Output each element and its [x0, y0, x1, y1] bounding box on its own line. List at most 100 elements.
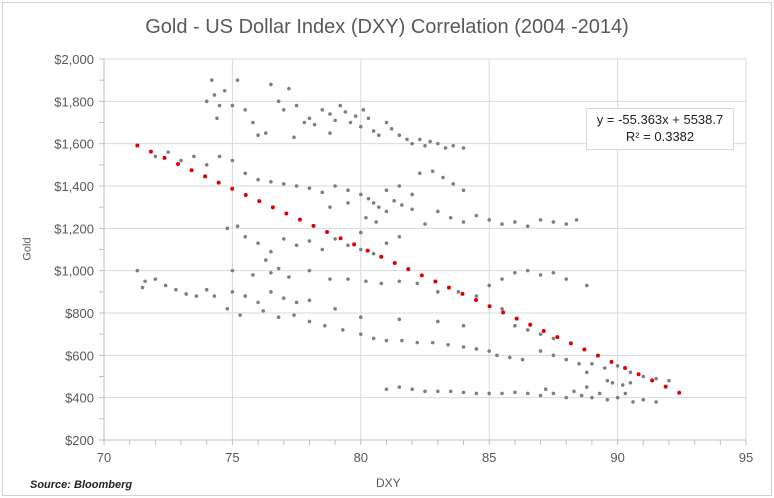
trendline-dot	[365, 248, 370, 253]
data-point	[359, 332, 363, 336]
data-point	[615, 395, 620, 400]
data-point	[364, 215, 368, 220]
data-point	[212, 294, 217, 298]
data-point	[461, 188, 466, 193]
data-point	[235, 224, 240, 229]
data-point	[384, 338, 389, 343]
data-point	[605, 378, 610, 383]
data-point	[287, 275, 291, 279]
trendline-dot	[325, 230, 330, 235]
data-point	[430, 340, 435, 345]
data-point	[294, 103, 299, 108]
y-tick-label: $2,000	[54, 52, 94, 67]
y-tick-label: $600	[65, 348, 94, 363]
data-point	[436, 389, 440, 394]
data-point	[376, 133, 381, 137]
data-point	[487, 218, 492, 222]
data-point	[415, 340, 420, 345]
data-point	[263, 131, 268, 135]
data-point	[371, 251, 376, 256]
data-point	[225, 226, 230, 231]
y-tick-label: $200	[65, 433, 94, 448]
trendline-dot	[419, 273, 424, 278]
trendline-dot	[528, 322, 533, 327]
data-point	[384, 387, 389, 392]
data-point	[584, 385, 589, 389]
trendline-dot	[257, 199, 262, 204]
data-point	[153, 277, 158, 281]
data-point	[294, 300, 299, 305]
data-point	[359, 230, 363, 235]
data-point	[204, 163, 209, 167]
data-point	[513, 323, 517, 328]
x-axis-label: DXY	[376, 476, 401, 490]
data-point	[333, 118, 337, 123]
data-point	[204, 287, 209, 292]
data-point	[287, 86, 291, 91]
data-point	[474, 213, 479, 218]
data-point	[343, 110, 348, 114]
y-tick-label: $400	[65, 391, 94, 406]
data-point	[359, 247, 363, 252]
data-point	[333, 237, 337, 241]
data-point	[631, 400, 635, 404]
data-point	[602, 366, 607, 370]
data-point	[276, 315, 281, 320]
data-point	[487, 391, 492, 396]
trendline-dot	[243, 192, 248, 197]
data-point	[348, 120, 353, 125]
data-point	[474, 391, 479, 396]
data-point	[194, 294, 199, 298]
trendline-dot	[446, 285, 451, 290]
data-point	[238, 313, 242, 317]
data-point	[379, 281, 384, 286]
trendline-dot	[582, 347, 587, 352]
data-point	[584, 370, 589, 375]
data-point	[584, 283, 589, 288]
data-point	[366, 116, 371, 121]
data-point	[294, 243, 299, 248]
trendline-dot	[636, 372, 641, 377]
y-axis-label: Gold	[21, 237, 34, 261]
data-point	[359, 315, 363, 320]
data-point	[338, 103, 343, 108]
data-point	[307, 298, 312, 303]
data-point	[184, 292, 188, 296]
data-point	[525, 268, 530, 273]
data-point	[495, 353, 499, 358]
data-point	[307, 186, 312, 190]
data-point	[487, 283, 492, 288]
data-point	[230, 103, 235, 108]
data-point	[251, 273, 255, 277]
data-point	[577, 362, 581, 366]
trendline-dot	[162, 155, 167, 160]
data-point	[230, 158, 235, 163]
data-point	[243, 294, 248, 298]
trendline-dot	[338, 236, 343, 241]
y-tick-label: $1,200	[54, 221, 94, 236]
trendline-dot	[568, 341, 573, 346]
data-point	[654, 376, 658, 381]
trendline-equation: y = -55.363x + 5538.7	[596, 112, 724, 127]
data-point	[441, 175, 445, 180]
trendline-equation-box: y = -55.363x + 5538.7 R² = 0.3382	[586, 108, 734, 150]
data-point	[456, 290, 461, 294]
data-point	[359, 192, 363, 197]
data-point	[346, 188, 350, 193]
data-point	[392, 199, 396, 203]
data-point	[333, 306, 337, 311]
data-point	[428, 139, 432, 144]
data-point	[292, 135, 296, 140]
data-point	[174, 287, 178, 292]
data-point	[371, 129, 376, 133]
data-point	[538, 273, 543, 277]
data-point	[461, 390, 466, 395]
data-point	[346, 201, 350, 205]
data-point	[564, 222, 569, 226]
data-point	[346, 243, 350, 248]
data-point	[384, 241, 389, 245]
trendline-dot	[176, 162, 181, 167]
data-point	[590, 362, 594, 366]
data-point	[418, 171, 422, 176]
data-point	[166, 150, 170, 154]
